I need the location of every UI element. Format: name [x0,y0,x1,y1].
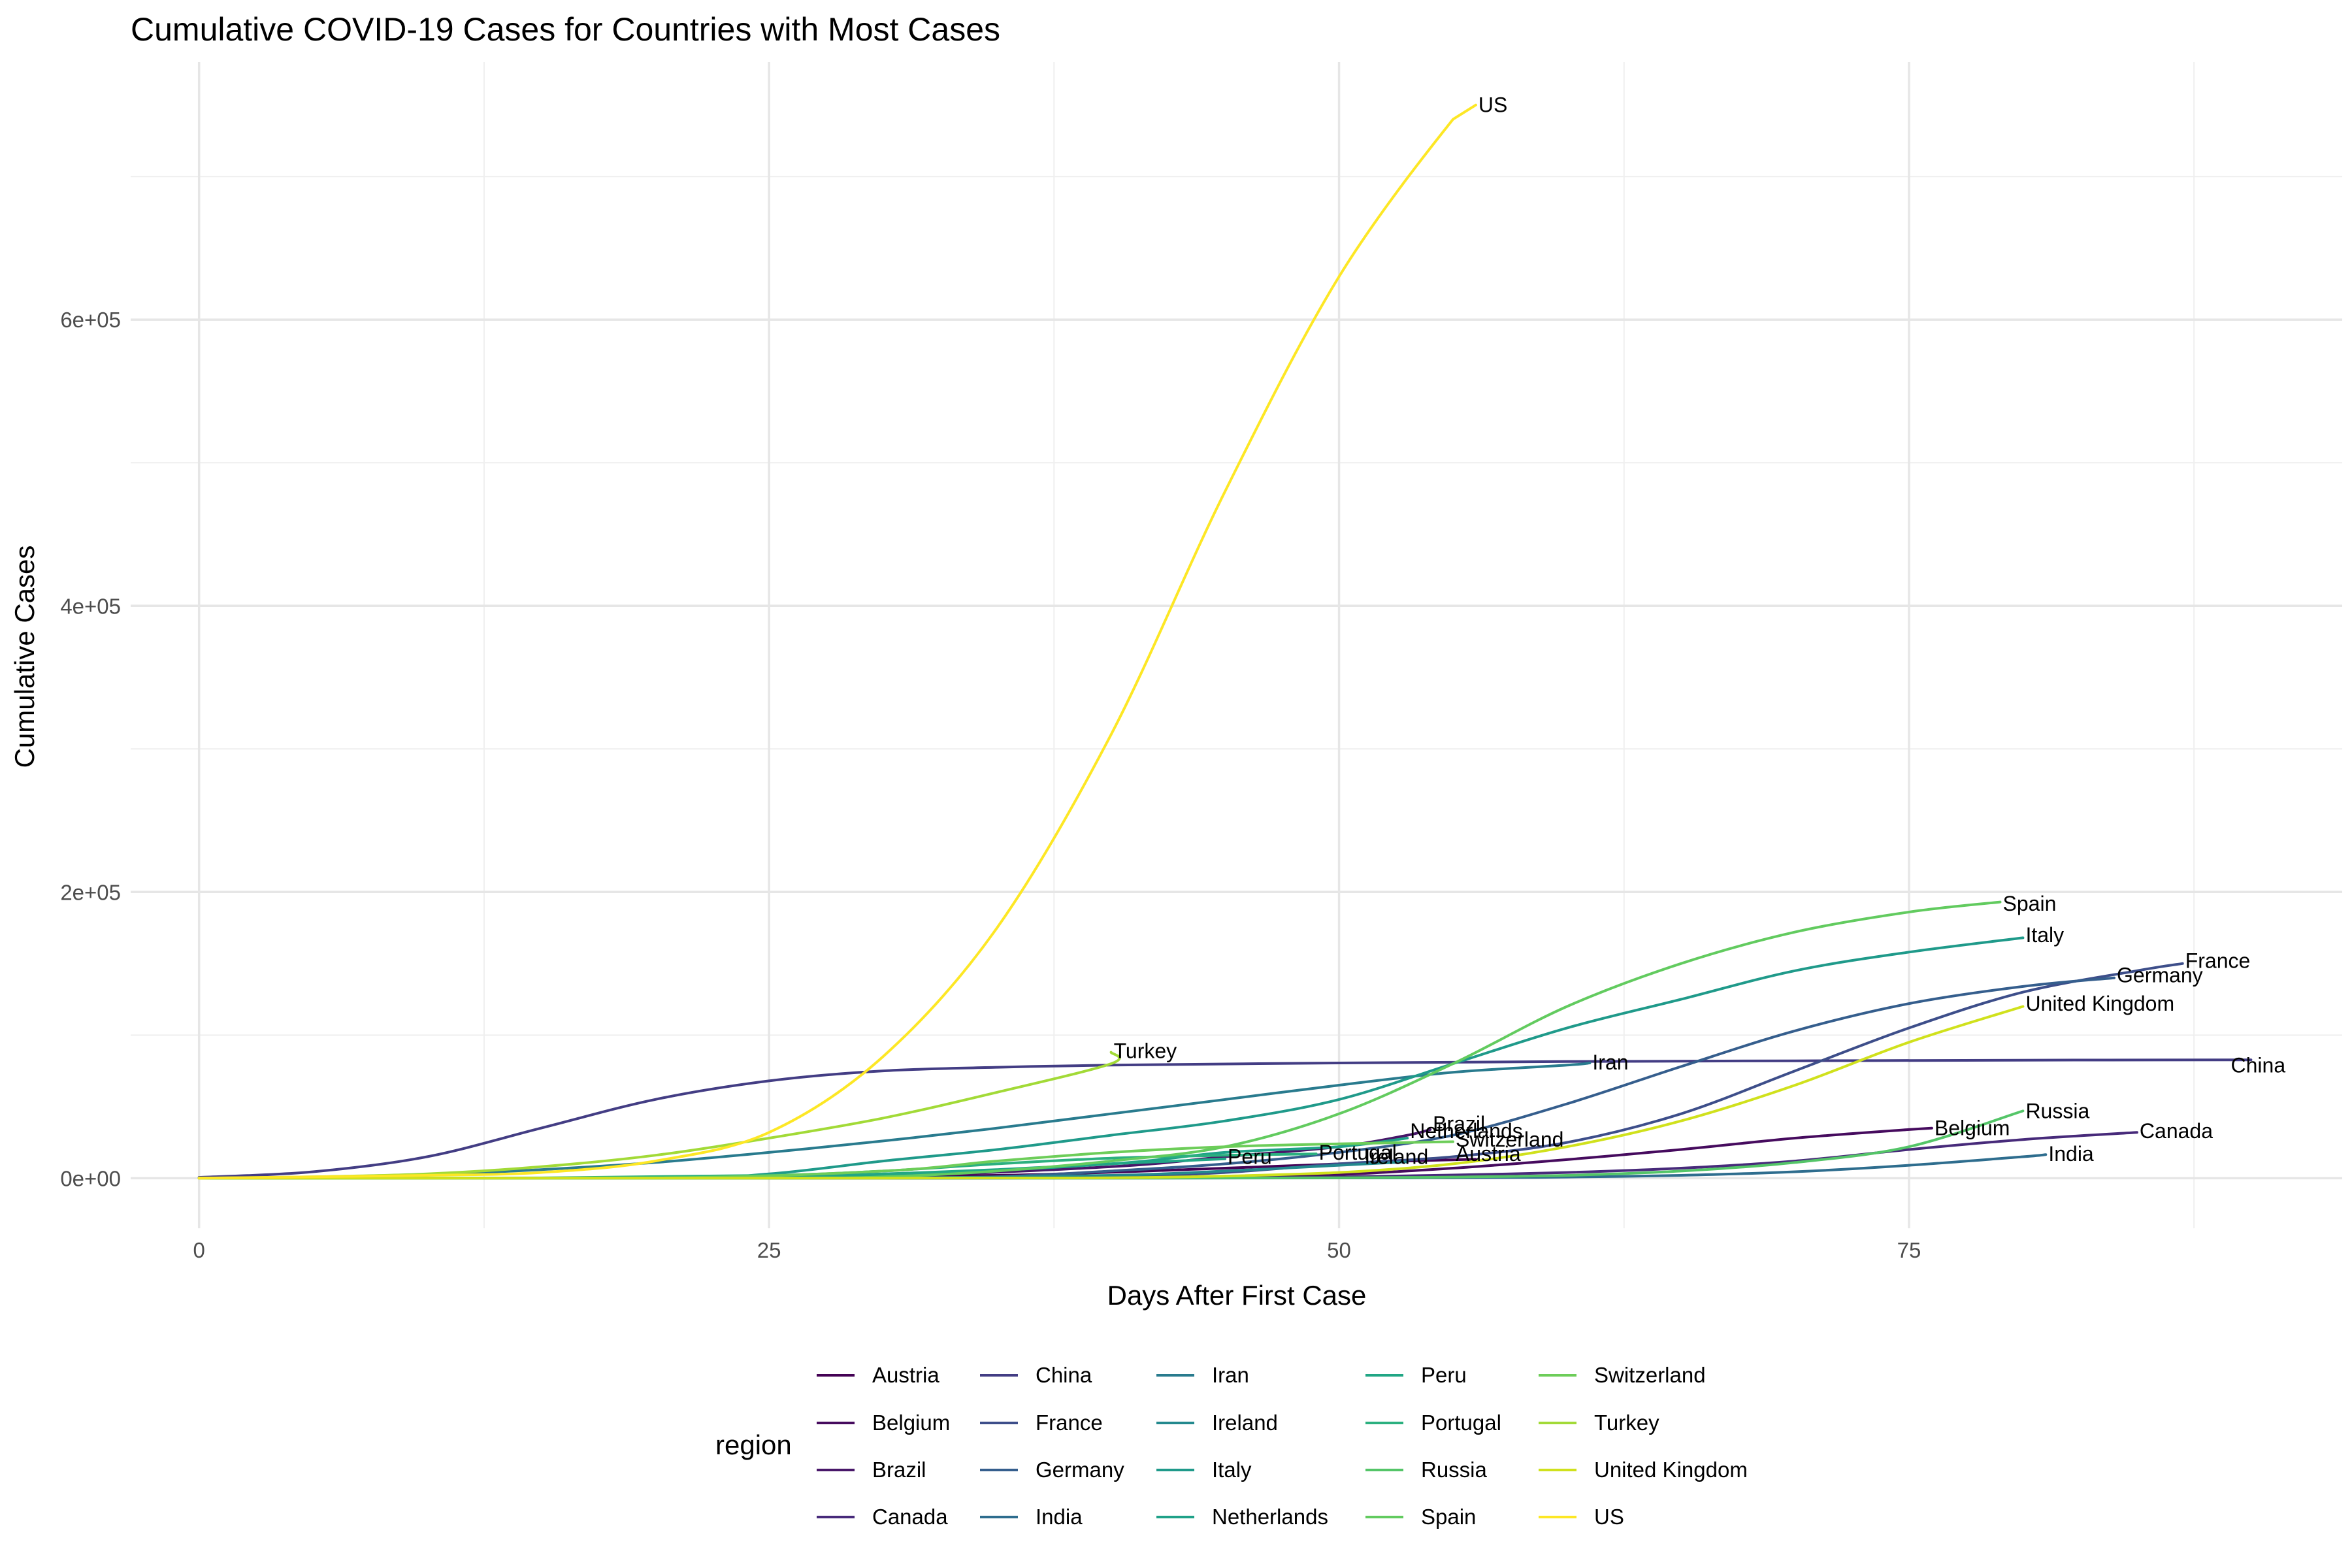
end-label-brazil: Brazil [1433,1112,1485,1135]
end-label-germany: Germany [2117,963,2203,987]
end-label-india: India [2048,1142,2094,1166]
x-tick-label: 50 [1327,1238,1351,1262]
chart-title: Cumulative COVID-19 Cases for Countries … [131,11,1000,48]
end-label-switzerland: Switzerland [1456,1128,1563,1151]
legend-label-france: France [1036,1411,1103,1435]
legend-label-spain: Spain [1421,1505,1476,1529]
legend-label-peru: Peru [1421,1363,1467,1387]
end-label-canada: Canada [2140,1119,2213,1143]
axis-ticks: 0 25 50 75 0e+00 2e+05 4e+05 6e+05 [60,308,1921,1262]
legend-label-russia: Russia [1421,1458,1488,1482]
legend-label-us: US [1594,1505,1624,1529]
legend-label-germany: Germany [1036,1458,1124,1482]
end-label-united-kingdom: United Kingdom [2025,992,2174,1015]
end-label-russia: Russia [2025,1099,2089,1122]
legend-label-iran: Iran [1212,1363,1249,1387]
series-line-united-kingdom [197,1005,2025,1180]
end-label-austria: Austria [1456,1142,1521,1166]
y-tick-label: 6e+05 [60,308,121,332]
legend-label-belgium: Belgium [872,1411,950,1435]
x-tick-label: 25 [757,1238,781,1262]
legend-label-india: India [1036,1505,1083,1529]
legend-title: region [715,1429,792,1460]
legend-label-ireland: Ireland [1212,1411,1278,1435]
end-label-belgium: Belgium [1935,1117,2010,1140]
end-label-italy: Italy [2025,923,2064,947]
end-label-portugal: Portugal [1319,1141,1397,1164]
legend-label-brazil: Brazil [872,1458,926,1482]
legend-label-china: China [1036,1363,1092,1387]
end-label-us: US [1478,93,1507,117]
end-label-france: France [2185,949,2251,972]
y-tick-label: 0e+00 [60,1166,121,1190]
end-label-ireland: Ireland [1364,1145,1428,1168]
legend: region Austria Belgium Brazil Canada China Fr… [715,1363,1748,1529]
legend-label-canada: Canada [872,1505,948,1529]
end-label-spain: Spain [2003,892,2057,915]
end-label-netherlands: Netherlands [1410,1119,1523,1143]
legend-label-austria: Austria [872,1363,939,1387]
end-label-turkey: Turkey [1114,1039,1177,1062]
legend-label-united-kingdom: United Kingdom [1594,1458,1748,1482]
x-tick-label: 75 [1897,1238,1921,1262]
y-tick-label: 4e+05 [60,594,121,618]
series-lines [197,103,2253,1180]
x-axis-title: Days After First Case [1107,1280,1367,1311]
y-tick-label: 2e+05 [60,880,121,904]
x-tick-label: 0 [193,1238,205,1262]
end-label-china: China [2231,1053,2286,1077]
y-axis-title: Cumulative Cases [9,546,40,768]
end-label-iran: Iran [1592,1051,1628,1074]
legend-label-italy: Italy [1212,1458,1252,1482]
legend-label-netherlands: Netherlands [1212,1505,1328,1529]
legend-label-portugal: Portugal [1421,1411,1501,1435]
legend-label-switzerland: Switzerland [1594,1363,1706,1387]
legend-label-turkey: Turkey [1594,1411,1659,1435]
series-line-us [197,103,1477,1180]
end-label-peru: Peru [1228,1145,1272,1168]
